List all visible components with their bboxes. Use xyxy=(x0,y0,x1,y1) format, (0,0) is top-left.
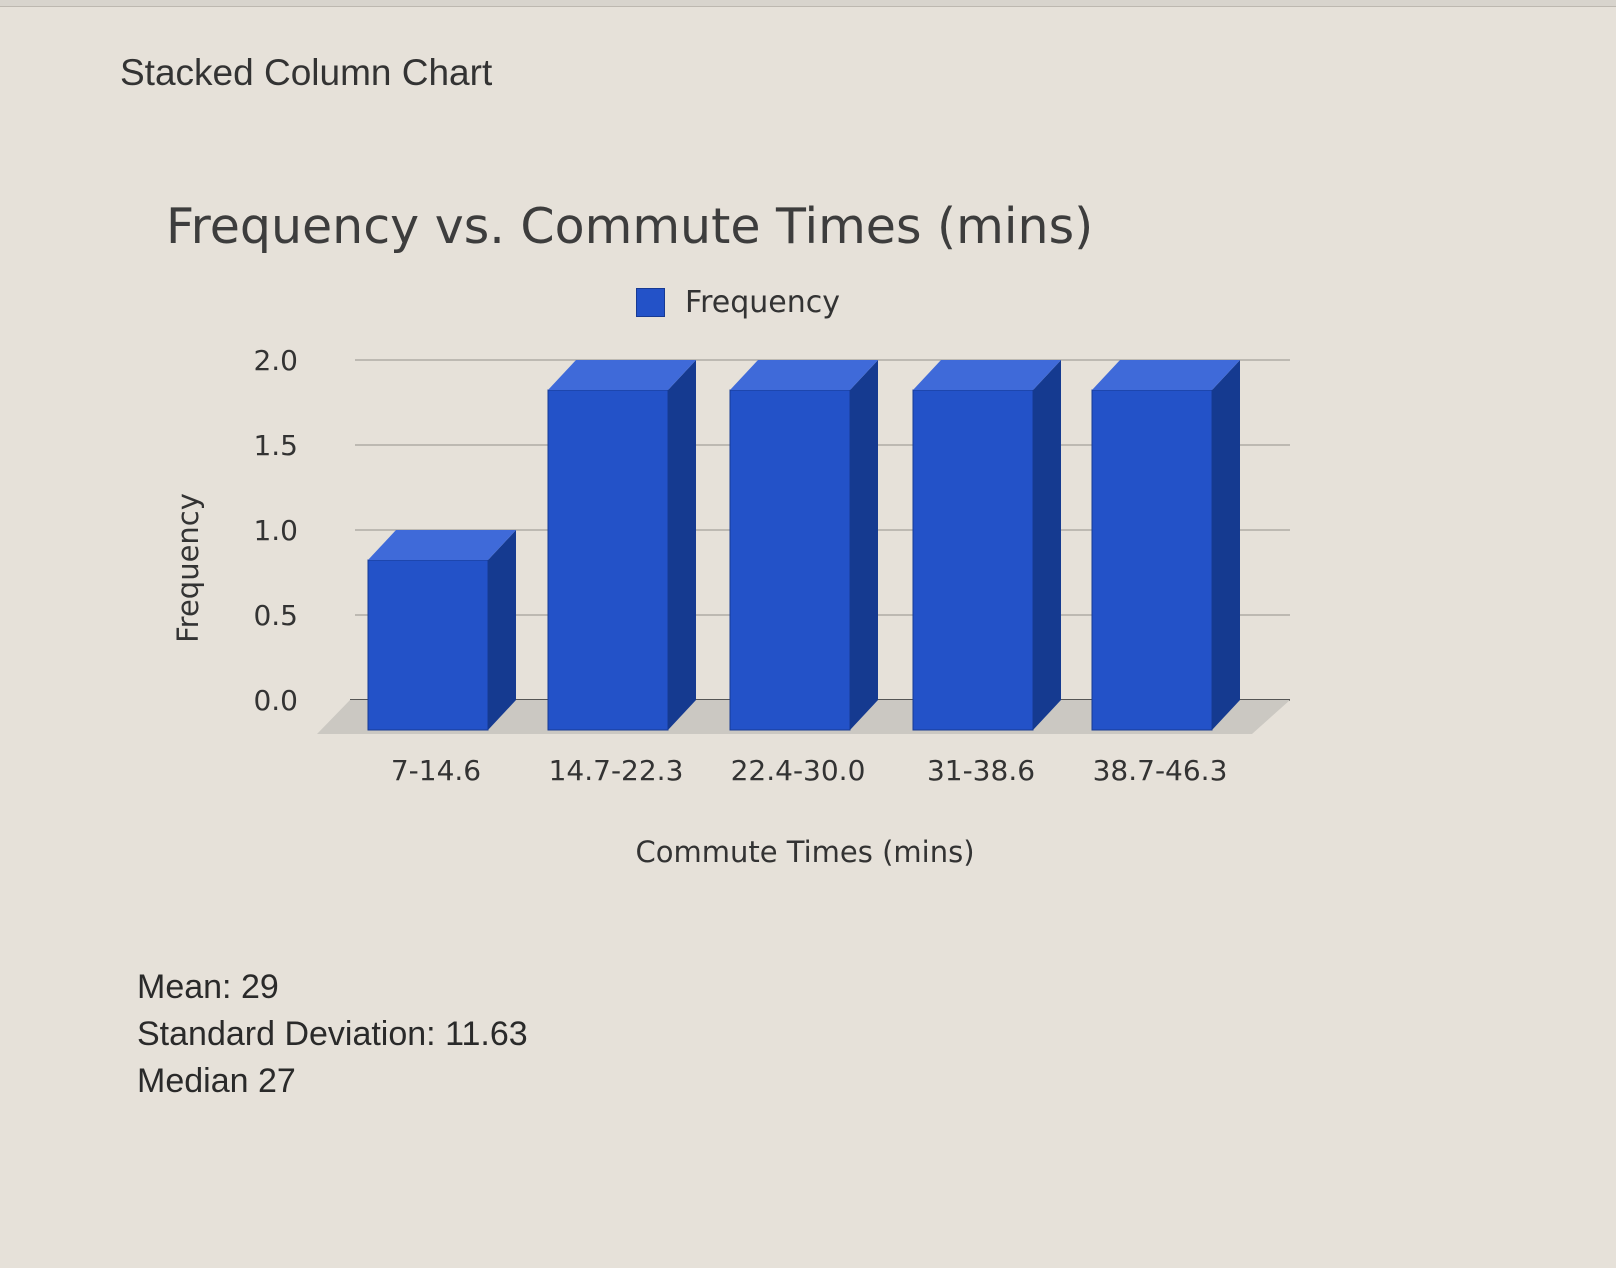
bar-side xyxy=(668,360,696,730)
std-row: Standard Deviation: 11.63 xyxy=(137,1011,528,1058)
section-title: Stacked Column Chart xyxy=(120,52,493,93)
bar xyxy=(729,360,878,731)
legend-label: Frequency xyxy=(685,285,840,320)
bar xyxy=(367,530,516,731)
x-axis-label: Commute Times (mins) xyxy=(635,835,974,869)
x-tick-label: 22.4-30.0 xyxy=(731,754,866,787)
median-row: Median 27 xyxy=(137,1058,528,1105)
bar-front xyxy=(729,389,851,731)
y-axis-label: Frequency xyxy=(171,493,205,643)
bar-top xyxy=(1092,360,1240,390)
bar-top xyxy=(913,360,1061,390)
mean-row: Mean: 29 xyxy=(137,964,528,1011)
y-tick-label: 0.5 xyxy=(253,599,298,632)
y-tick-label: 0.0 xyxy=(253,684,298,717)
y-tick-label: 1.5 xyxy=(253,429,298,462)
y-tick-label: 2.0 xyxy=(253,344,298,377)
std-value: 11.63 xyxy=(445,1015,528,1053)
bar xyxy=(1091,360,1240,731)
top-rule xyxy=(0,0,1616,7)
y-tick-labels: 2.0 1.5 1.0 0.5 0.0 xyxy=(253,344,298,717)
bars-layer xyxy=(367,360,1240,731)
chart-plot: 2.0 1.5 1.0 0.5 0.0 7-14.6 14.7-22.3 22.4-30.0… xyxy=(171,344,1290,869)
x-tick-label: 31-38.6 xyxy=(927,754,1035,787)
chart-title: Frequency vs. Commute Times (mins) xyxy=(166,198,1094,255)
bar-top xyxy=(730,360,878,390)
mean-value: 29 xyxy=(240,968,279,1006)
y-tick-label: 1.0 xyxy=(253,514,298,547)
mean-label: Mean: xyxy=(137,968,232,1006)
bar-front xyxy=(1091,389,1213,731)
x-tick-label: 38.7-46.3 xyxy=(1093,754,1228,787)
bar-side xyxy=(1212,360,1240,730)
x-tick-labels: 7-14.6 14.7-22.3 22.4-30.0 31-38.6 38.7-46.3 xyxy=(391,754,1228,787)
std-label: Standard Deviation: xyxy=(137,1015,436,1053)
median-label: Median xyxy=(137,1062,249,1100)
bar-front xyxy=(547,389,669,731)
bar xyxy=(547,360,696,731)
bar-side xyxy=(850,360,878,730)
legend-swatch xyxy=(636,288,665,317)
x-tick-label: 14.7-22.3 xyxy=(549,754,684,787)
bar xyxy=(912,360,1061,731)
median-value: 27 xyxy=(257,1062,296,1100)
bar-front xyxy=(912,389,1034,731)
bar-top xyxy=(368,530,516,560)
bar-top xyxy=(548,360,696,390)
stats-block: Mean: 29 Standard Deviation: 11.63 Media… xyxy=(137,964,528,1105)
bar-side xyxy=(488,530,516,730)
legend: Frequency xyxy=(636,285,840,320)
bar-side xyxy=(1033,360,1061,730)
x-tick-label: 7-14.6 xyxy=(391,754,481,787)
bar-front xyxy=(367,559,489,731)
